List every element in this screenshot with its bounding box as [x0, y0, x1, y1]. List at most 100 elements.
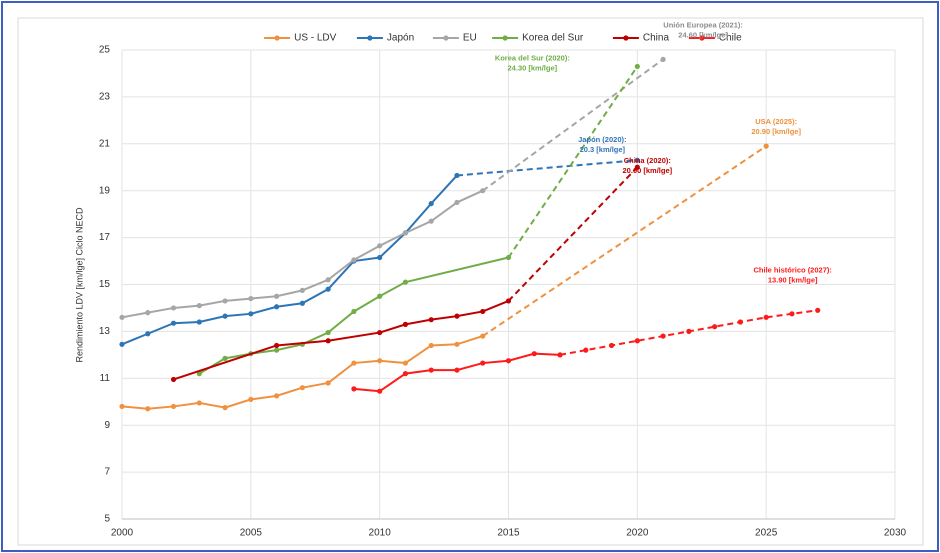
marker	[557, 352, 563, 358]
projection-line	[482, 145, 767, 337]
y-tick-label: 25	[99, 45, 111, 56]
marker	[789, 311, 795, 317]
marker	[170, 305, 177, 311]
annotation: Japón (2020):	[578, 135, 626, 144]
marker	[402, 371, 409, 377]
marker	[402, 321, 409, 327]
marker	[325, 277, 331, 283]
marker	[712, 324, 718, 330]
marker	[222, 313, 228, 319]
marker	[325, 286, 331, 292]
marker	[402, 230, 409, 236]
marker	[480, 360, 486, 366]
marker	[274, 393, 280, 399]
marker	[299, 300, 305, 306]
marker	[145, 310, 151, 316]
legend-marker	[367, 35, 373, 41]
marker	[274, 342, 280, 349]
annotation: 13.90 [km/lge]	[768, 275, 818, 284]
series-line	[121, 174, 458, 346]
marker	[299, 287, 305, 293]
y-tick-label: 15	[99, 279, 111, 290]
marker	[274, 293, 280, 299]
marker	[325, 338, 331, 344]
marker	[660, 56, 666, 62]
annotation: 20.90 [km/lge]	[751, 127, 801, 136]
marker	[480, 333, 486, 339]
marker	[505, 254, 512, 261]
legend-label: US - LDV	[294, 33, 337, 44]
marker	[222, 298, 228, 304]
marker	[480, 188, 486, 194]
x-tick-label: 2000	[111, 528, 134, 539]
marker	[274, 304, 280, 310]
legend-label: Chile	[719, 33, 742, 44]
x-tick-label: 2010	[369, 528, 392, 539]
marker	[145, 406, 151, 412]
marker	[634, 164, 640, 170]
marker	[351, 386, 357, 392]
marker	[325, 380, 331, 386]
annotation: 24.30 [km/lge]	[508, 63, 558, 72]
marker	[454, 313, 460, 319]
marker	[428, 317, 434, 323]
marker	[274, 347, 280, 353]
projection-line	[507, 166, 639, 302]
series-line	[198, 256, 509, 375]
projection-line	[456, 159, 638, 177]
marker	[119, 341, 125, 347]
marker	[454, 341, 460, 347]
y-tick-label: 5	[104, 514, 110, 525]
marker	[634, 63, 640, 70]
marker	[377, 358, 383, 364]
marker	[325, 329, 331, 336]
marker	[248, 311, 254, 317]
marker	[170, 320, 177, 326]
marker	[763, 143, 769, 149]
marker	[815, 307, 821, 313]
marker	[119, 403, 125, 410]
marker	[480, 308, 486, 315]
marker	[634, 338, 640, 344]
marker	[196, 400, 202, 406]
annotation: China (2020):	[624, 156, 671, 165]
legend-marker	[623, 35, 629, 41]
legend-label: Japón	[387, 33, 414, 44]
marker	[531, 351, 537, 357]
x-tick-label: 2025	[755, 528, 778, 539]
marker	[583, 347, 589, 353]
marker	[608, 342, 615, 349]
y-tick-label: 23	[99, 92, 111, 103]
marker	[196, 319, 202, 325]
legend-marker	[443, 35, 449, 41]
marker	[454, 199, 460, 206]
annotation: 20.3 [km/lge]	[580, 145, 626, 154]
y-tick-label: 17	[99, 232, 111, 243]
annotation: USA (2025):	[755, 117, 797, 126]
marker	[737, 319, 744, 325]
marker	[222, 355, 228, 361]
marker	[377, 254, 383, 261]
marker	[428, 218, 434, 224]
y-tick-label: 9	[104, 420, 110, 431]
marker	[119, 314, 125, 320]
marker	[505, 298, 512, 304]
marker	[634, 157, 640, 163]
annotation: Chile histórico (2027):	[754, 265, 832, 274]
y-tick-label: 21	[99, 138, 111, 149]
marker	[377, 329, 383, 336]
y-tick-label: 13	[99, 326, 111, 337]
marker	[170, 403, 177, 410]
marker	[428, 367, 434, 373]
marker	[351, 360, 357, 366]
marker	[505, 358, 512, 364]
marker	[402, 279, 409, 285]
marker	[763, 314, 769, 320]
marker	[248, 295, 254, 302]
marker	[686, 328, 692, 334]
marker	[299, 385, 305, 391]
marker	[660, 333, 666, 339]
marker	[454, 367, 460, 373]
marker	[377, 243, 383, 249]
projection-line	[482, 58, 664, 192]
